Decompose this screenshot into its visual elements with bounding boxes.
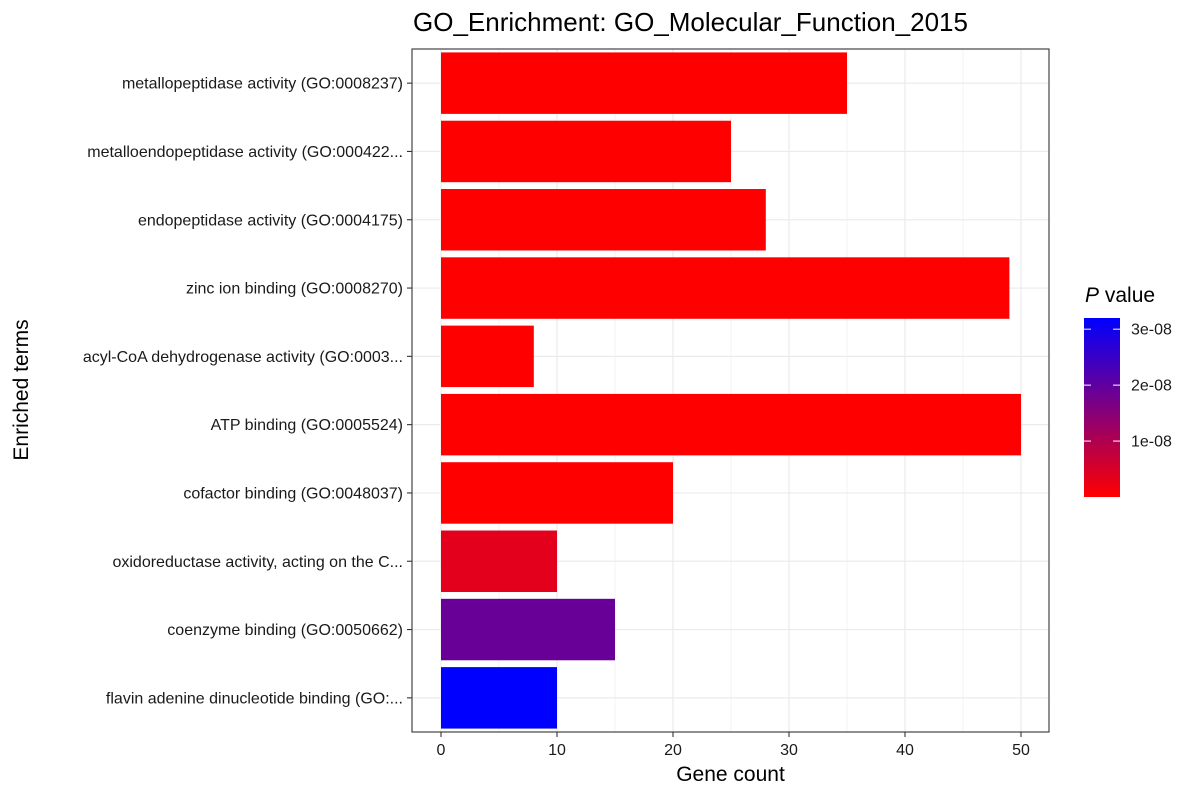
bar-5 (441, 325, 534, 388)
y-tick-label: coenzyme binding (GO:0050662) (167, 622, 403, 639)
y-tick-label: oxidoreductase activity, acting on the C… (112, 554, 403, 571)
y-axis: metallopeptidase activity (GO:0008237) me… (83, 76, 412, 707)
bars (441, 52, 1021, 729)
bar-3 (441, 189, 766, 251)
bar-7 (441, 462, 673, 524)
bar-1 (441, 52, 847, 114)
x-tick-label: 0 (437, 742, 446, 759)
bar-4 (441, 257, 1010, 319)
legend-tick-label: 3e-08 (1131, 322, 1172, 339)
legend-colorbar (1084, 318, 1120, 497)
y-tick-label: endopeptidase activity (GO:0004175) (138, 212, 403, 229)
plot-panel (411, 48, 1050, 733)
legend-tick-label: 2e-08 (1131, 378, 1172, 395)
x-tick-label: 50 (1012, 742, 1030, 759)
y-tick-label: metalloendopeptidase activity (GO:000422… (87, 144, 403, 161)
y-tick-label: flavin adenine dinucleotide binding (GO:… (106, 690, 403, 707)
legend-title-value: value (1099, 284, 1155, 307)
bar-8 (441, 530, 557, 592)
x-tick-label: 20 (664, 742, 682, 759)
x-axis-title: Gene count (676, 763, 785, 786)
y-tick-label: metallopeptidase activity (GO:0008237) (122, 76, 403, 93)
x-tick-label: 30 (780, 742, 798, 759)
bar-2 (441, 120, 731, 183)
x-tick-label: 40 (896, 742, 914, 759)
legend-tick-label: 1e-08 (1131, 434, 1172, 451)
x-tick-label: 10 (548, 742, 566, 759)
y-tick-label: acyl-CoA dehydrogenase activity (GO:0003… (83, 349, 403, 366)
plot-border (411, 48, 1050, 733)
bar-10 (441, 667, 557, 729)
bar-9 (441, 598, 615, 661)
chart-title: GO_Enrichment: GO_Molecular_Function_201… (413, 7, 968, 37)
legend-title-p: P (1085, 284, 1099, 307)
y-tick-label: ATP binding (GO:0005524) (211, 417, 403, 434)
x-axis: 0 10 20 30 40 50 (437, 732, 1030, 759)
legend-ticks: 1e-08 2e-08 3e-08 (1084, 322, 1172, 451)
y-tick-label: cofactor binding (GO:0048037) (183, 485, 403, 502)
p-value-legend: P value 1e-08 2e-08 3e-08 (1084, 284, 1172, 497)
bar-6 (441, 393, 1021, 456)
y-axis-title: Enriched terms (10, 319, 33, 460)
legend-title: P value (1085, 284, 1155, 307)
y-tick-label: zinc ion binding (GO:0008270) (186, 281, 403, 298)
